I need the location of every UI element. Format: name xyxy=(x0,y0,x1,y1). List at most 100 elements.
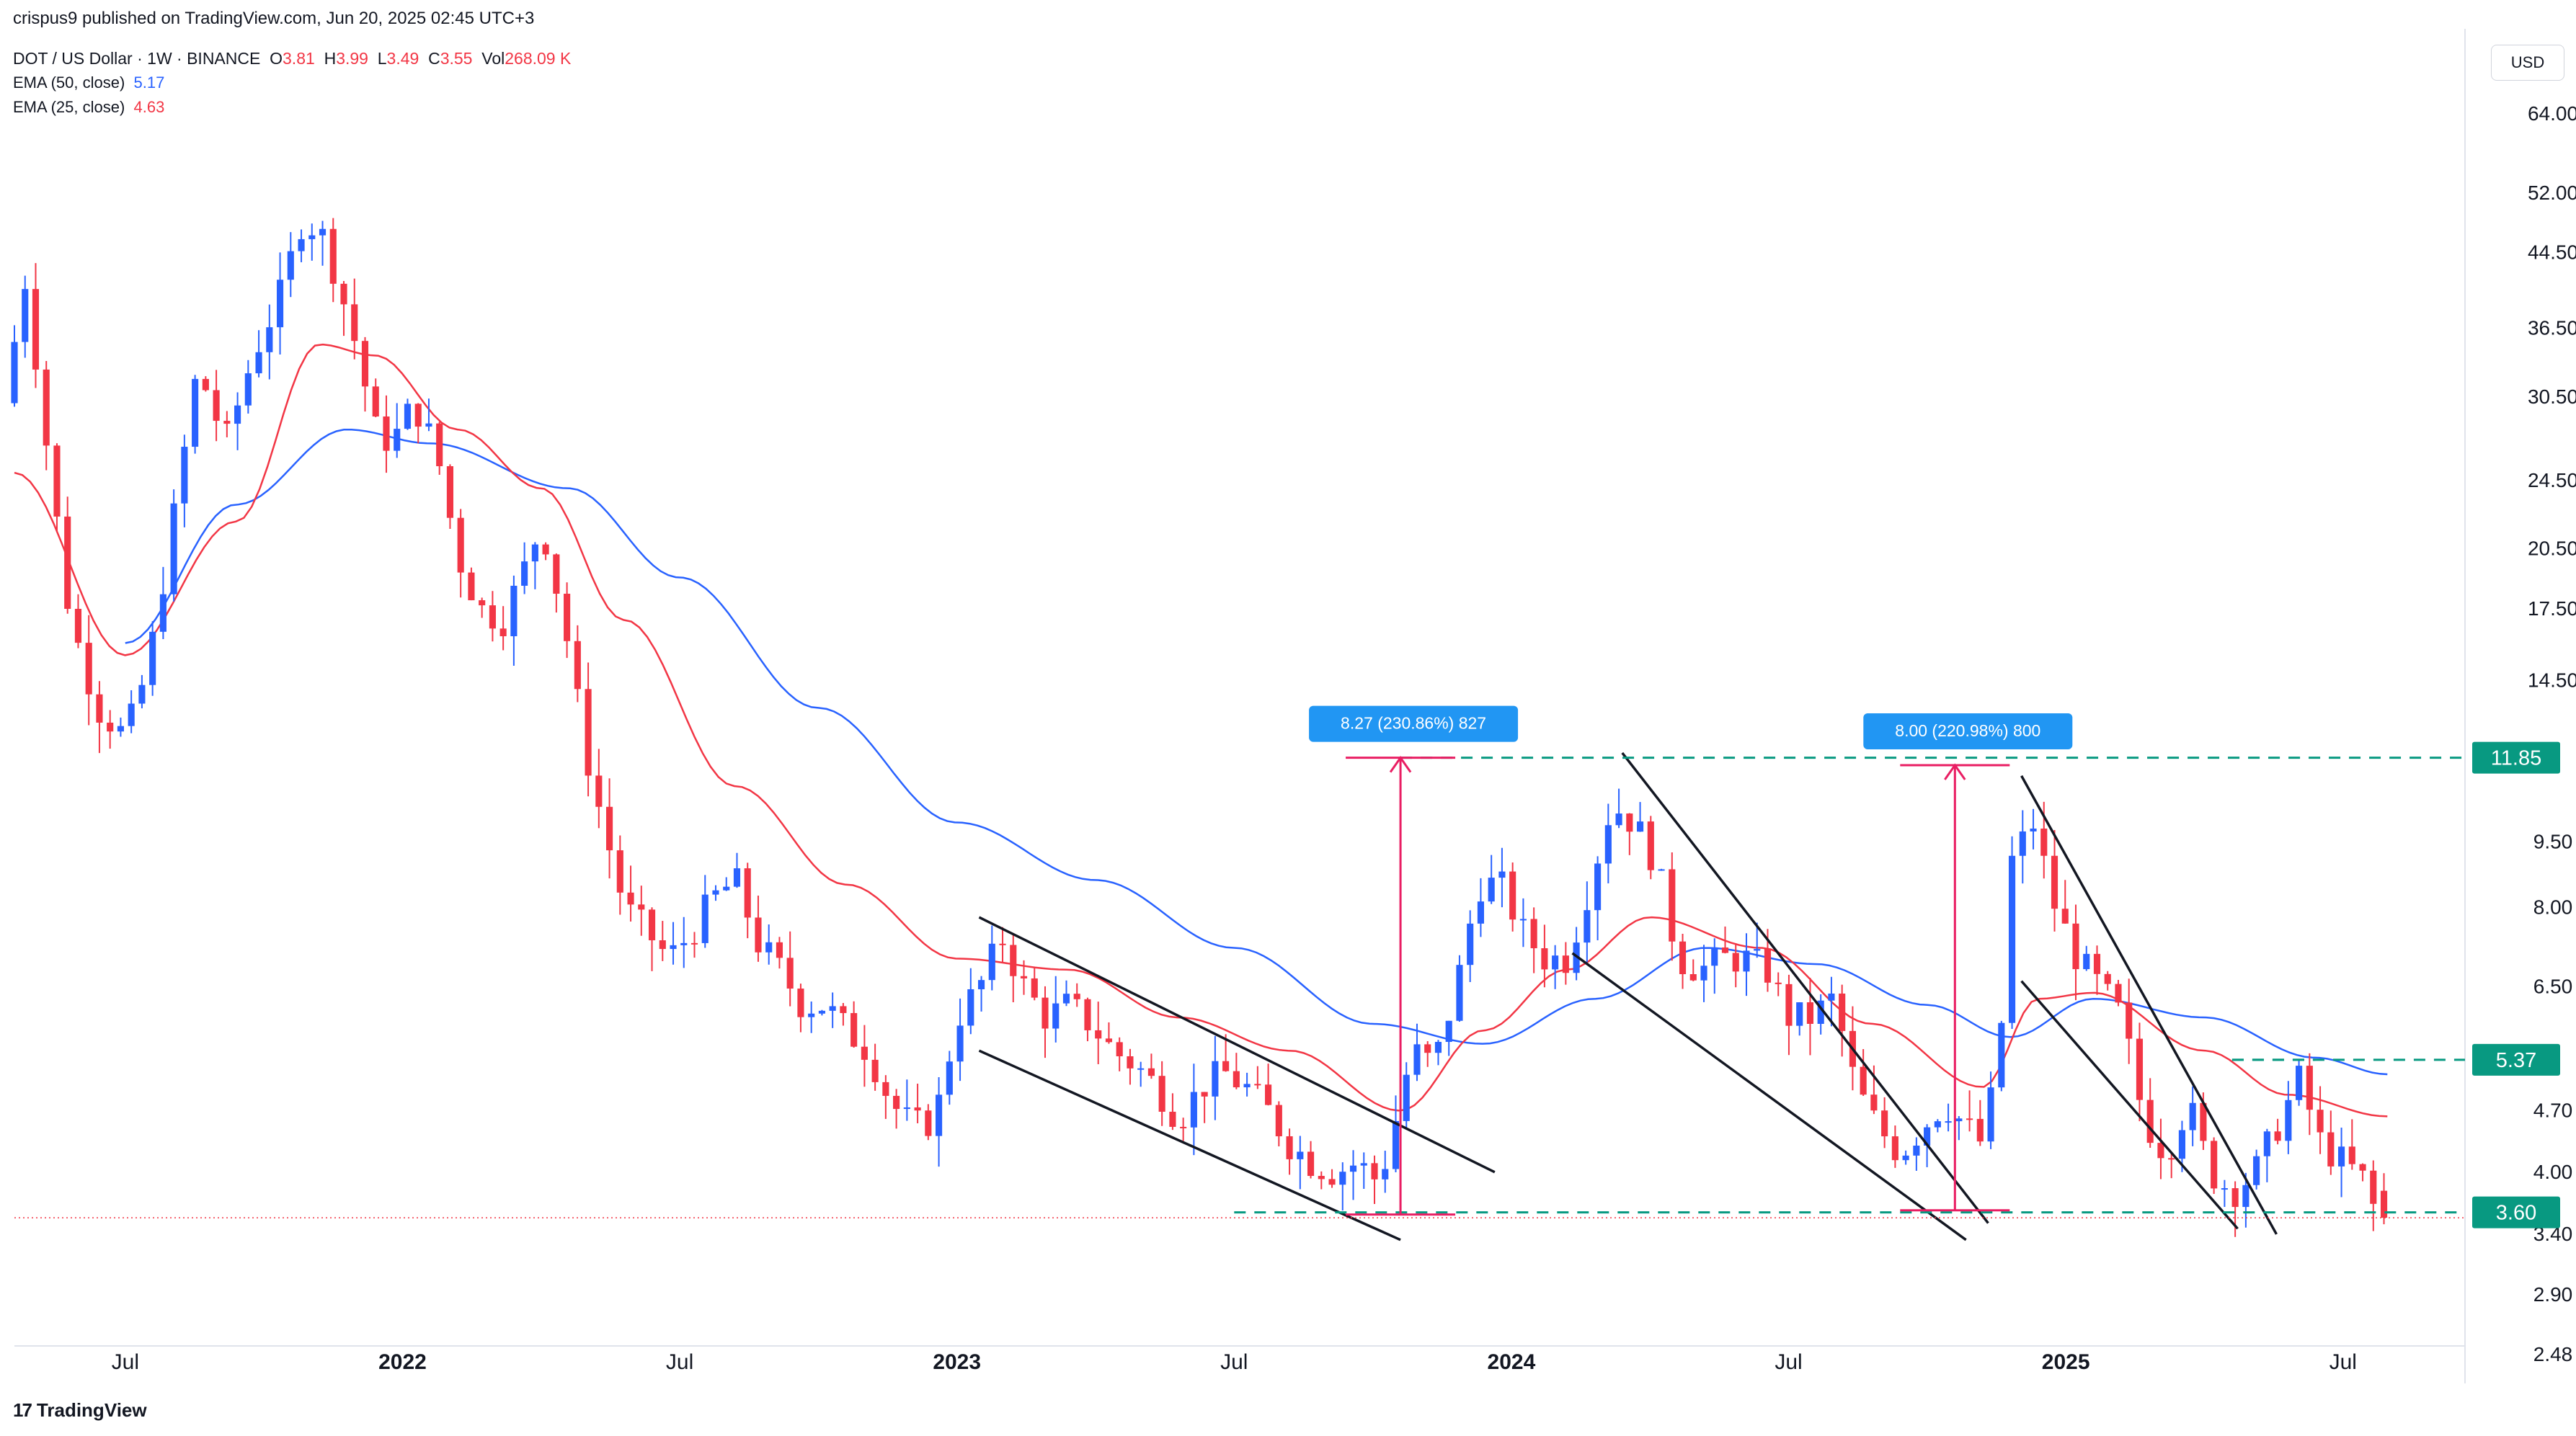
candle-body[interactable] xyxy=(43,369,50,446)
candle-body[interactable] xyxy=(1658,869,1665,871)
candle-body[interactable] xyxy=(489,605,496,629)
candle-body[interactable] xyxy=(329,228,337,284)
candle-body[interactable] xyxy=(425,423,432,427)
candle-body[interactable] xyxy=(627,892,634,905)
candle-body[interactable] xyxy=(96,694,103,723)
candle-body[interactable] xyxy=(1477,901,1485,924)
candle-body[interactable] xyxy=(755,917,762,953)
candle-body[interactable] xyxy=(1382,1169,1389,1179)
candle-body[interactable] xyxy=(1286,1136,1293,1159)
candle-body[interactable] xyxy=(32,289,40,370)
trendline[interactable] xyxy=(978,916,1496,1174)
candle-body[interactable] xyxy=(2157,1143,2164,1159)
candle-body[interactable] xyxy=(1669,869,1676,942)
candle-body[interactable] xyxy=(2178,1130,2185,1159)
candle-body[interactable] xyxy=(659,940,666,950)
candle-body[interactable] xyxy=(2263,1131,2270,1156)
candle-body[interactable] xyxy=(1147,1068,1155,1076)
candle-body[interactable] xyxy=(690,942,698,945)
candle-body[interactable] xyxy=(446,466,454,518)
candle-body[interactable] xyxy=(2019,831,2026,856)
candle-body[interactable] xyxy=(531,544,538,562)
candle-body[interactable] xyxy=(1392,1120,1400,1169)
candle-body[interactable] xyxy=(1127,1056,1134,1069)
candle-body[interactable] xyxy=(553,554,560,594)
candle-body[interactable] xyxy=(1158,1076,1165,1112)
candle-body[interactable] xyxy=(404,403,412,429)
candle-body[interactable] xyxy=(1010,945,1017,976)
candle-body[interactable] xyxy=(117,726,124,732)
candle-body[interactable] xyxy=(1785,984,1793,1026)
candle-body[interactable] xyxy=(2296,1066,2303,1100)
candle-body[interactable] xyxy=(1328,1179,1336,1185)
candle-body[interactable] xyxy=(1700,965,1707,981)
candle-body[interactable] xyxy=(1254,1084,1261,1086)
candle-body[interactable] xyxy=(2370,1170,2377,1204)
candle-body[interactable] xyxy=(999,943,1006,945)
candle-body[interactable] xyxy=(2327,1132,2335,1167)
candle-body[interactable] xyxy=(2285,1100,2292,1141)
candle-body[interactable] xyxy=(1349,1165,1357,1172)
candle-body[interactable] xyxy=(499,628,507,637)
candle-body[interactable] xyxy=(956,1025,964,1062)
candle-body[interactable] xyxy=(1307,1151,1315,1177)
candle-body[interactable] xyxy=(414,403,422,427)
candle-body[interactable] xyxy=(818,1010,825,1014)
candle-body[interactable] xyxy=(1413,1044,1421,1075)
candle-body[interactable] xyxy=(977,980,985,989)
candle-body[interactable] xyxy=(170,503,177,594)
candle-body[interactable] xyxy=(1275,1105,1282,1137)
candle-body[interactable] xyxy=(1839,993,1846,1031)
trendline[interactable] xyxy=(1571,952,1967,1241)
candle-body[interactable] xyxy=(266,327,273,352)
candle-body[interactable] xyxy=(2104,973,2111,984)
candle-body[interactable] xyxy=(22,289,29,342)
candle-body[interactable] xyxy=(542,544,549,555)
candle-body[interactable] xyxy=(319,228,327,236)
candle-body[interactable] xyxy=(1732,953,1739,972)
candle-body[interactable] xyxy=(213,390,220,422)
candle-body[interactable] xyxy=(1552,955,1559,970)
candle-body[interactable] xyxy=(255,352,262,374)
candle-body[interactable] xyxy=(1084,999,1091,1030)
candle-body[interactable] xyxy=(107,722,114,732)
candle-body[interactable] xyxy=(2380,1190,2388,1218)
candle-body[interactable] xyxy=(1169,1111,1176,1127)
candle-body[interactable] xyxy=(1764,949,1772,983)
candle-body[interactable] xyxy=(340,283,347,305)
candle-body[interactable] xyxy=(1636,821,1644,832)
candle-body[interactable] xyxy=(74,609,82,643)
candle-body[interactable] xyxy=(468,572,475,601)
candle-body[interactable] xyxy=(479,600,486,606)
candle-body[interactable] xyxy=(1212,1061,1219,1097)
candle-body[interactable] xyxy=(893,1095,900,1110)
candle-body[interactable] xyxy=(723,886,730,891)
candle-body[interactable] xyxy=(585,689,592,776)
candle-body[interactable] xyxy=(1509,871,1516,920)
candle-body[interactable] xyxy=(287,251,294,280)
candle-body[interactable] xyxy=(988,943,995,981)
candle-body[interactable] xyxy=(64,516,71,610)
candle-body[interactable] xyxy=(1434,1042,1442,1053)
candle-body[interactable] xyxy=(1976,1118,1984,1142)
candle-body[interactable] xyxy=(1584,910,1591,943)
candle-body[interactable] xyxy=(2337,1146,2345,1167)
candle-body[interactable] xyxy=(510,585,518,637)
candle-body[interactable] xyxy=(1806,1002,1814,1024)
candle-body[interactable] xyxy=(2115,984,2122,1003)
trendline[interactable] xyxy=(2020,775,2278,1235)
candle-body[interactable] xyxy=(1721,947,1729,953)
candle-body[interactable] xyxy=(638,904,645,910)
candle-body[interactable] xyxy=(1041,997,1049,1029)
candle-body[interactable] xyxy=(149,631,156,685)
symbol-legend[interactable]: DOT / US Dollar · 1W · BINANCE O3.81 H3.… xyxy=(13,49,571,68)
candle-body[interactable] xyxy=(361,341,369,387)
candle-body[interactable] xyxy=(2274,1131,2281,1141)
candle-body[interactable] xyxy=(2040,828,2048,856)
candle-body[interactable] xyxy=(2359,1164,2366,1171)
candle-body[interactable] xyxy=(351,304,358,342)
candle-body[interactable] xyxy=(436,423,443,467)
candle-body[interactable] xyxy=(797,989,804,1017)
